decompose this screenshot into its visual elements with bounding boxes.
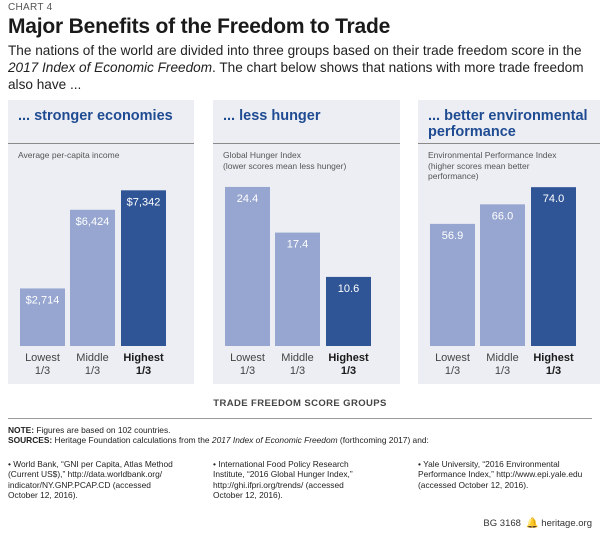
- sources-line: SOURCES: Heritage Foundation calculation…: [8, 435, 598, 445]
- note-text: Figures are based on 102 countries.: [34, 425, 171, 435]
- panel-heading: ... better environmental performance: [428, 108, 588, 140]
- site-name: heritage.org: [541, 518, 592, 529]
- panel-heading-rule: [8, 143, 194, 144]
- sources-text: (forthcoming 2017) and:: [337, 435, 429, 445]
- bell-icon: 🔔: [526, 518, 539, 529]
- sources-label: SOURCES:: [8, 435, 53, 445]
- panel-heading-rule: [213, 143, 400, 144]
- panel-heading-rule: [418, 143, 600, 144]
- intro-text: The nations of the world are divided int…: [8, 42, 593, 93]
- footer-divider: [8, 418, 592, 419]
- note-line: NOTE: Figures are based on 102 countries…: [8, 425, 598, 435]
- notes-block: NOTE: Figures are based on 102 countries…: [8, 425, 598, 445]
- panel-subtitle: Global Hunger Index (lower scores mean l…: [223, 150, 347, 171]
- panel-stronger-economies: ... stronger economies Average per-capit…: [8, 100, 194, 384]
- intro-italic-title: 2017 Index of Economic Freedom: [8, 60, 213, 75]
- note-label: NOTE:: [8, 425, 35, 435]
- panel-subtitle: Average per-capita income: [18, 150, 120, 160]
- intro-text-part: . The chart below shows that nations wit…: [8, 60, 584, 92]
- panel-better-environment: ... better environmental performance Envi…: [418, 100, 600, 384]
- footer-credit: BG 3168 🔔 heritage.org: [483, 518, 592, 529]
- intro-text-part: The nations of the world are divided int…: [8, 43, 582, 58]
- report-code: BG 3168: [483, 518, 521, 529]
- source-world-bank: • World Bank, “GNI per Capita, Atlas Met…: [8, 459, 173, 500]
- panel-subtitle: Environmental Performance Index (higher …: [428, 150, 557, 181]
- source-ifpri: • International Food Policy Research Ins…: [213, 459, 353, 500]
- page-title: Major Benefits of the Freedom to Trade: [8, 15, 391, 38]
- sources-text: Heritage Foundation calculations from th…: [52, 435, 212, 445]
- chart-number-label: CHART 4: [8, 2, 53, 13]
- panel-heading: ... stronger economies: [18, 108, 173, 124]
- source-yale: • Yale University, “2016 Environmental P…: [418, 459, 583, 490]
- sources-italic-title: 2017 Index of Economic Freedom: [211, 435, 338, 445]
- x-axis-title: TRADE FREEDOM SCORE GROUPS: [213, 398, 387, 409]
- panel-heading: ... less hunger: [223, 108, 321, 124]
- panel-less-hunger: ... less hunger Global Hunger Index (low…: [213, 100, 400, 384]
